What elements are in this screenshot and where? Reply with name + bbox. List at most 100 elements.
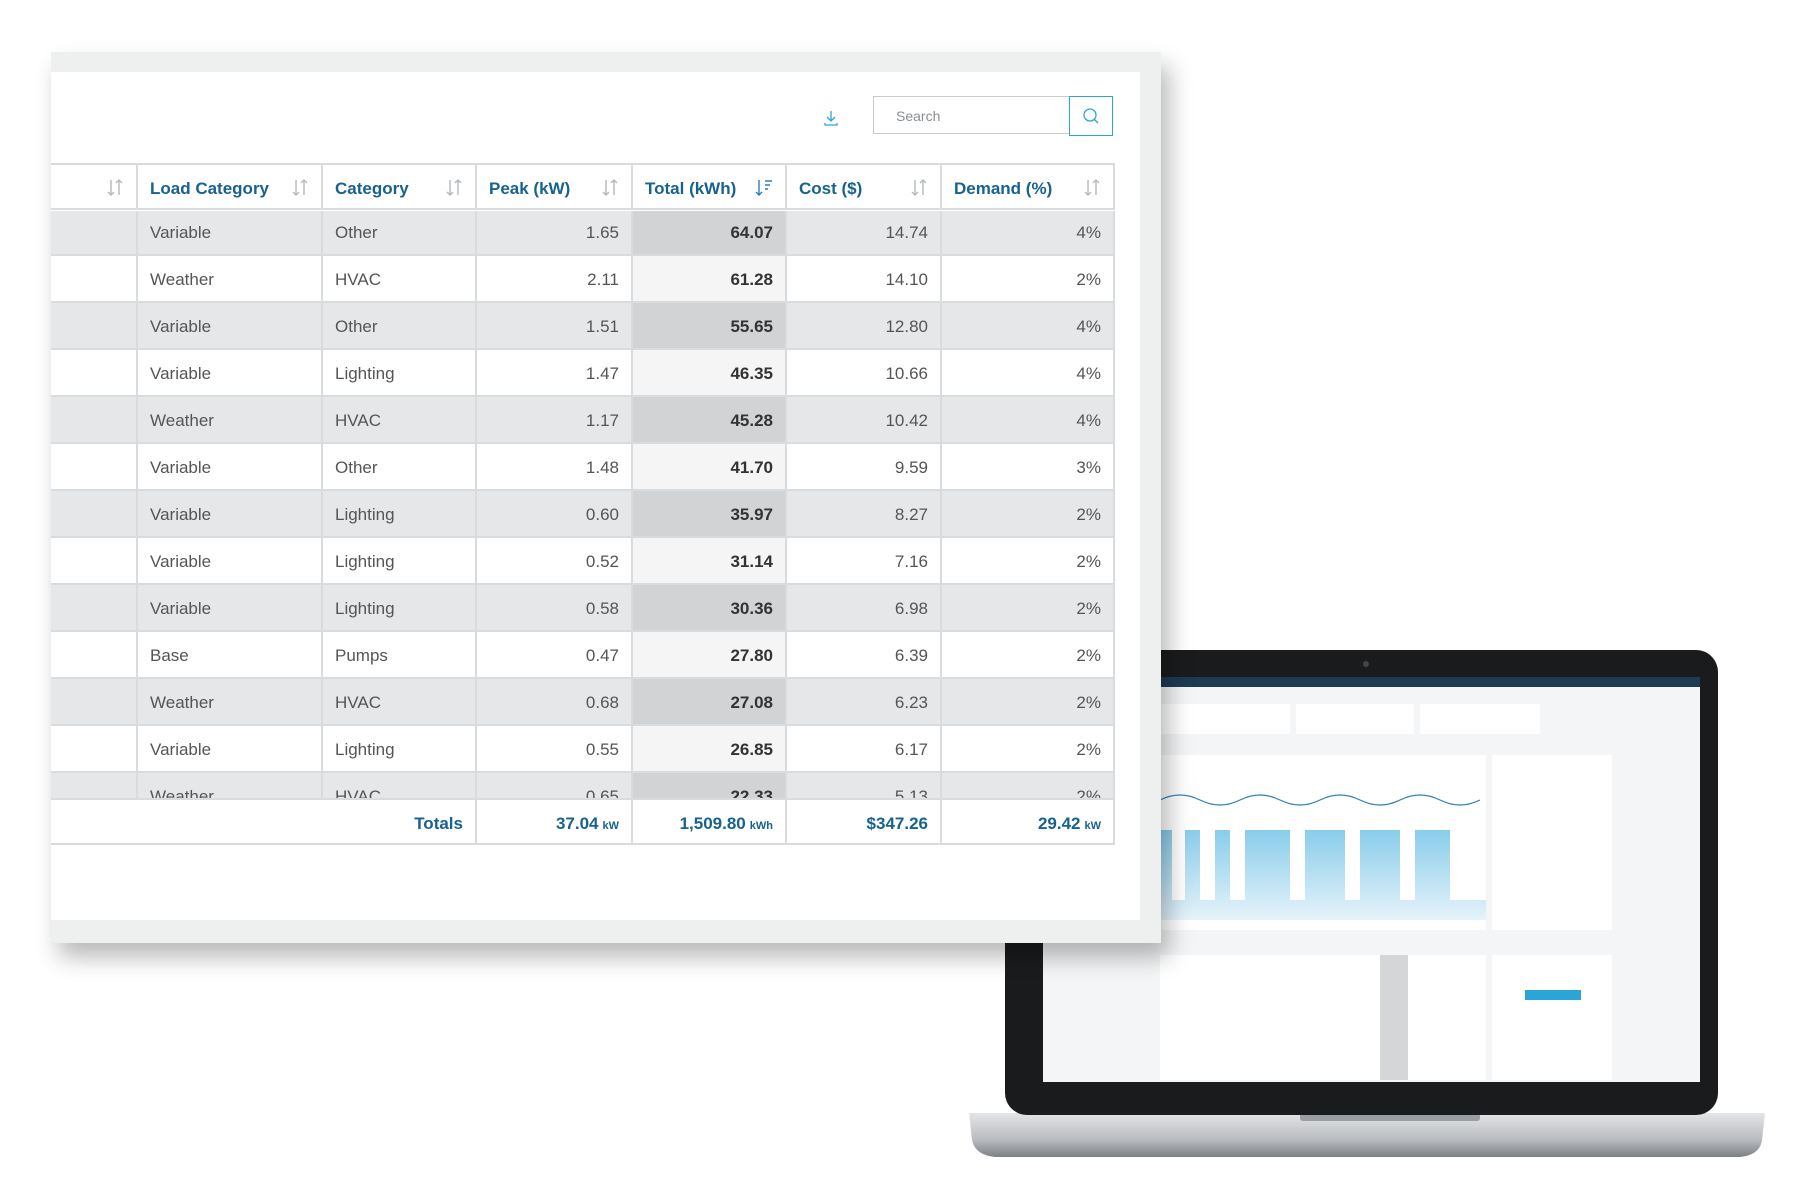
table-body: achinery…VariableOther1.6564.0714.744%We… xyxy=(51,211,1115,800)
sort-icon[interactable] xyxy=(910,178,928,198)
table-cell: 14.10 xyxy=(787,256,942,303)
column-header[interactable]: Demand (%) xyxy=(942,163,1115,210)
screen-side-card xyxy=(1492,955,1612,1080)
column-header[interactable]: Category xyxy=(323,163,477,210)
header-label: Cost ($) xyxy=(799,179,863,198)
screen-topbar xyxy=(1043,677,1700,687)
table-cell: 41.70 xyxy=(633,444,787,491)
sort-icon[interactable] xyxy=(755,178,773,198)
table-cell: 2% xyxy=(942,491,1115,538)
table-cell: 22.33 xyxy=(633,773,787,800)
table-cell: 1.17 xyxy=(477,397,633,444)
table-cell: 45.28 xyxy=(633,397,787,444)
table-cell: 4% xyxy=(942,350,1115,397)
screen-table-col xyxy=(1380,955,1408,1080)
table-cell: HVAC xyxy=(323,679,477,726)
table-cell: 31.14 xyxy=(633,538,787,585)
table-cell xyxy=(51,773,138,800)
total-unit: kW xyxy=(1084,820,1102,832)
laptop-base xyxy=(969,1113,1765,1157)
header-label: Peak (kW) xyxy=(489,179,571,198)
table-cell: 2% xyxy=(942,679,1115,726)
table-cell: achinery… xyxy=(51,444,138,491)
table-cell: 6.17 xyxy=(787,726,942,773)
table-cell: 6.98 xyxy=(787,585,942,632)
table-cell: Base xyxy=(138,632,323,679)
table-cell: Weather xyxy=(138,679,323,726)
table-cell: n xyxy=(51,397,138,444)
table-cell: HVAC xyxy=(323,773,477,800)
table-cell: Variable xyxy=(138,726,323,773)
table-cell: achinery… xyxy=(51,303,138,350)
column-header[interactable]: Cost ($) xyxy=(787,163,942,210)
table-cell: 2% xyxy=(942,773,1115,800)
totals-cell: 1,509.80 kWh xyxy=(633,798,787,845)
table-cell: 5.13 xyxy=(787,773,942,800)
table-cell: 2.11 xyxy=(477,256,633,303)
table-cell: 9.59 xyxy=(787,444,942,491)
table-cell xyxy=(51,538,138,585)
column-header[interactable]: Total (kWh) xyxy=(633,163,787,210)
header-label: Demand (%) xyxy=(954,179,1053,198)
table-cell: 2% xyxy=(942,632,1115,679)
sort-icon[interactable] xyxy=(106,178,124,198)
screen-card xyxy=(1160,704,1290,734)
table-cell: 61.28 xyxy=(633,256,787,303)
header-label: Total (kWh) xyxy=(645,179,737,198)
table-cell xyxy=(51,679,138,726)
screen-side-panel xyxy=(1492,755,1612,930)
column-header[interactable]: Peak (kW) xyxy=(477,163,633,210)
table-cell: 4% xyxy=(942,397,1115,444)
table-cell xyxy=(51,632,138,679)
table-cell: 0.55 xyxy=(477,726,633,773)
header-label: Category xyxy=(335,179,409,198)
sort-icon[interactable] xyxy=(445,178,463,198)
table-cell: Other xyxy=(323,444,477,491)
table-cell: n xyxy=(51,726,138,773)
table-cell: Variable xyxy=(138,538,323,585)
table-cell: 4% xyxy=(942,303,1115,350)
table-cell: 0.68 xyxy=(477,679,633,726)
screen-area xyxy=(1160,830,1486,920)
table-cell: Variable xyxy=(138,211,323,256)
totals-label: Totals xyxy=(51,798,477,845)
table-cell: 6.39 xyxy=(787,632,942,679)
table-cell: 1.47 xyxy=(477,350,633,397)
table-cell: 0.58 xyxy=(477,585,633,632)
table-card: Search n Load Category Category Peak (kW) To… xyxy=(51,72,1140,920)
sort-icon[interactable] xyxy=(601,178,619,198)
table-cell: 14.74 xyxy=(787,211,942,256)
table-cell: 0.47 xyxy=(477,632,633,679)
screen-card xyxy=(1296,704,1414,734)
table-cell: 30.36 xyxy=(633,585,787,632)
search-button[interactable] xyxy=(1069,96,1113,136)
table-cell: Variable xyxy=(138,585,323,632)
table-cell: 26.85 xyxy=(633,726,787,773)
totals-cell: 29.42 kW xyxy=(942,798,1115,845)
screen-line xyxy=(1159,794,1481,806)
search-box[interactable]: Search xyxy=(873,96,1113,136)
table-cell: 0.52 xyxy=(477,538,633,585)
header-label: Load Category xyxy=(150,179,270,198)
column-header[interactable]: Load Category xyxy=(138,163,323,210)
sort-icon[interactable] xyxy=(1083,178,1101,198)
table-panel: Search n Load Category Category Peak (kW) To… xyxy=(51,52,1161,943)
total-unit: kWh xyxy=(749,820,773,832)
table-cell: HVAC xyxy=(323,397,477,444)
table-cell: 1.65 xyxy=(477,211,633,256)
table-cell: 6.23 xyxy=(787,679,942,726)
table-cell: 8.27 xyxy=(787,491,942,538)
table-cell xyxy=(51,491,138,538)
total-unit: kW xyxy=(602,820,620,832)
column-header[interactable]: n xyxy=(51,163,138,210)
download-icon[interactable] xyxy=(821,108,841,128)
table-cell: 27.80 xyxy=(633,632,787,679)
total-value: $347.26 xyxy=(866,814,928,833)
sort-icon[interactable] xyxy=(291,178,309,198)
table-cell: Variable xyxy=(138,444,323,491)
table-cell: Weather xyxy=(138,397,323,444)
table-cell: Weather xyxy=(138,773,323,800)
table-cell: 2% xyxy=(942,538,1115,585)
